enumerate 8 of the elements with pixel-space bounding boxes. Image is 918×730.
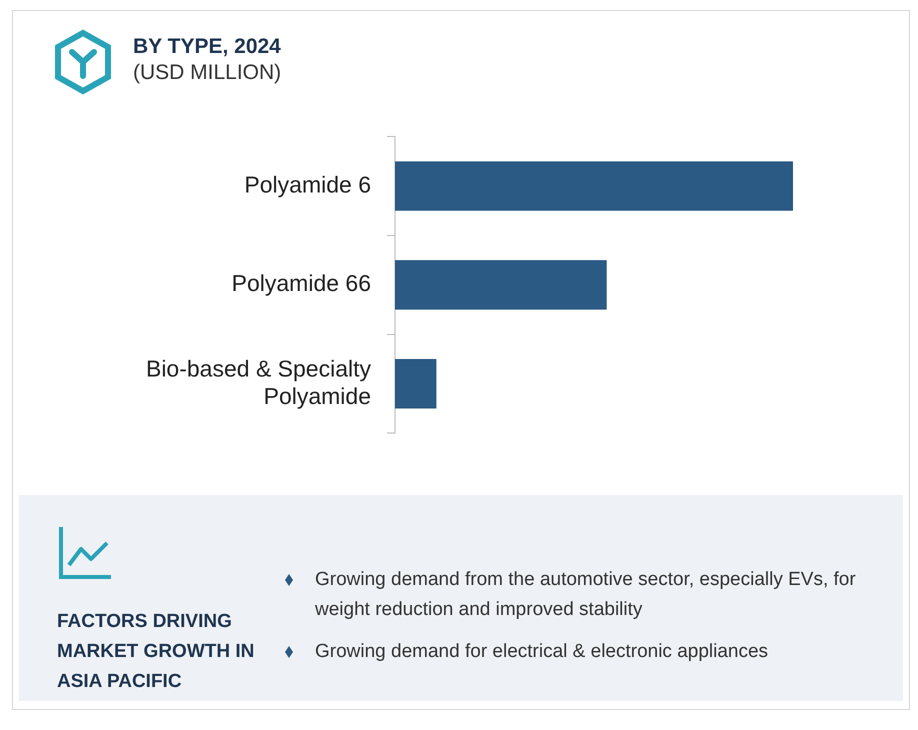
text: (USD MILLION) (133, 61, 282, 85)
text: Growing demand from the automotive sector, especially EVs, for weight reduction and improved stability (315, 568, 857, 622)
text: FACTORS DRIVING MARKET GROWTH IN ASIA PACIFIC (57, 610, 256, 694)
y-tick-label: Bio-based & Specialty Polyamide (146, 355, 372, 409)
y-tick-label: Polyamide 66 (232, 270, 371, 296)
text: Growing demand for electrical & electronic appliances (315, 640, 768, 664)
text: BY TYPE, 2024 (133, 35, 281, 59)
y-tick-label: Polyamide 6 (244, 171, 371, 198)
